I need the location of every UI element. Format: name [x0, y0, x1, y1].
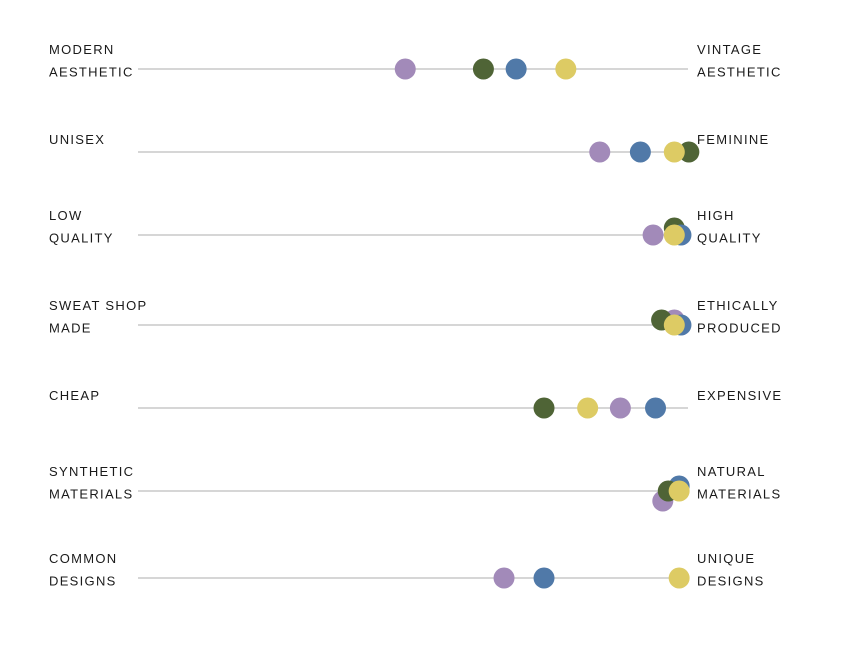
rating-point	[609, 397, 631, 419]
rating-point	[394, 58, 416, 80]
left-pole-label: UNISEX	[49, 132, 105, 147]
rating-point	[663, 141, 685, 163]
rating-point	[642, 224, 664, 246]
scale-row	[138, 397, 688, 419]
right-pole-label-line: MATERIALS	[697, 487, 781, 502]
rating-point	[663, 224, 685, 246]
rating-point	[533, 567, 555, 589]
right-pole-label: UNIQUE DESIGNS	[697, 551, 765, 589]
rating-point	[663, 314, 685, 336]
right-pole-label-line: UNIQUE	[697, 551, 755, 566]
left-pole-label-line: MADE	[49, 321, 92, 336]
right-pole-label: FEMININE	[697, 132, 770, 147]
scale-row	[138, 217, 692, 246]
right-pole-label-line: EXPENSIVE	[697, 388, 782, 403]
right-pole-label-line: ETHICALLY	[697, 298, 779, 313]
left-pole-label-line: AESTHETIC	[49, 65, 134, 80]
left-pole-label-line: SWEAT SHOP	[49, 298, 147, 313]
rating-point	[577, 397, 599, 419]
right-pole-label-line: FEMININE	[697, 132, 770, 147]
right-pole-label-line: DESIGNS	[697, 574, 765, 589]
scale-row	[138, 475, 690, 512]
right-pole-label-line: HIGH	[697, 208, 735, 223]
rating-point	[629, 141, 651, 163]
left-pole-label-line: MATERIALS	[49, 487, 133, 502]
rating-point	[505, 58, 527, 80]
right-pole-label: HIGH QUALITY	[697, 208, 762, 246]
right-pole-label: ETHICALLY PRODUCED	[697, 298, 782, 336]
right-pole-label-line: PRODUCED	[697, 321, 782, 336]
rating-point	[589, 141, 611, 163]
left-pole-label: LOW QUALITY	[49, 208, 114, 246]
left-pole-label: CHEAP	[49, 388, 100, 403]
right-pole-label-line: VINTAGE	[697, 42, 762, 57]
right-pole-label-line: AESTHETIC	[697, 65, 782, 80]
rating-point	[555, 58, 577, 80]
left-pole-label-line: UNISEX	[49, 132, 105, 147]
left-pole-label: COMMON DESIGNS	[49, 551, 117, 589]
left-pole-label-line: DESIGNS	[49, 574, 117, 589]
rating-point	[493, 567, 515, 589]
rating-point	[645, 397, 667, 419]
rating-point	[678, 141, 700, 163]
right-pole-label: VINTAGE AESTHETIC	[697, 42, 782, 80]
left-pole-label-line: QUALITY	[49, 231, 114, 246]
right-pole-label: EXPENSIVE	[697, 388, 782, 403]
right-pole-label-line: NATURAL	[697, 464, 766, 479]
scale-row	[138, 567, 690, 589]
left-pole-label-line: CHEAP	[49, 388, 100, 403]
rating-point	[533, 397, 555, 419]
rating-point	[668, 480, 690, 502]
rating-point	[472, 58, 494, 80]
left-pole-label-line: MODERN	[49, 42, 115, 57]
scale-row	[138, 141, 700, 163]
left-pole-label-line: COMMON	[49, 551, 117, 566]
left-pole-label: SYNTHETIC MATERIALS	[49, 464, 134, 502]
scale-row	[138, 58, 688, 80]
left-pole-label-line: SYNTHETIC	[49, 464, 134, 479]
left-pole-label-line: LOW	[49, 208, 83, 223]
right-pole-label-line: QUALITY	[697, 231, 762, 246]
right-pole-label: NATURAL MATERIALS	[697, 464, 781, 502]
scale-row	[138, 309, 692, 336]
rating-point	[668, 567, 690, 589]
left-pole-label: MODERN AESTHETIC	[49, 42, 134, 80]
left-pole-label: SWEAT SHOP MADE	[49, 298, 147, 336]
